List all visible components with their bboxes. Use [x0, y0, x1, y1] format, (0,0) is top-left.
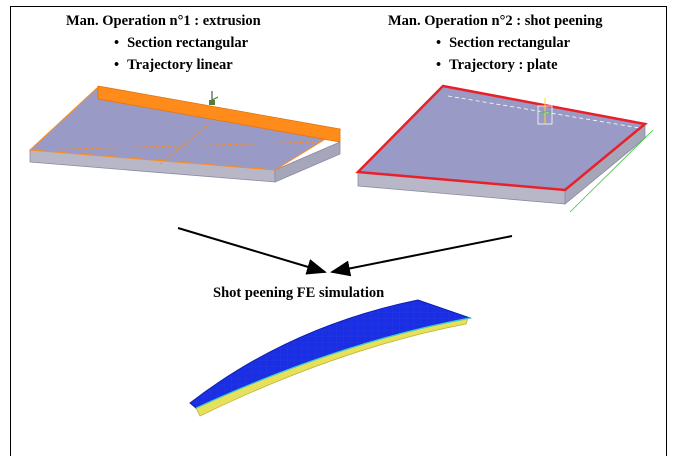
operation2-caption: Man. Operation n°2 : shot peening Sectio…: [388, 10, 602, 76]
operation1-bullet-trajectory: Trajectory linear: [66, 54, 261, 76]
peening-trajectory-line: [447, 95, 641, 129]
arrow-from-extrusion: [177, 227, 327, 275]
extrusion-center-line: [159, 121, 213, 165]
operation1-title: Man. Operation n°1 : extrusion: [66, 13, 261, 29]
simulation-caption: Shot peening FE simulation: [213, 285, 385, 301]
extrusion-band: [97, 85, 341, 143]
operation1-caption: Man. Operation n°1 : extrusion Section r…: [66, 10, 261, 76]
peening-plate: [355, 84, 654, 213]
operation2-title: Man. Operation n°2 : shot peening: [388, 13, 603, 29]
peening-dimension-line: [569, 129, 654, 213]
extrusion-trajectory-line: [35, 141, 321, 151]
peening-plate-top: [355, 84, 648, 192]
operation1-bullet-section: Section rectangular: [66, 32, 261, 54]
operation2-bullet-trajectory: Trajectory : plate: [388, 54, 602, 76]
peening-tool-marker: [537, 98, 553, 125]
operation2-bullet-section: Section rectangular: [388, 32, 602, 54]
mesh-edge-highlight: [195, 317, 471, 409]
extrusion-plate-side-right: [274, 141, 341, 183]
figure-frame: [10, 6, 667, 456]
extrusion-plate: [28, 85, 342, 183]
extrusion-axis-marker: [209, 91, 219, 105]
fe-simulation-mesh: [189, 299, 472, 417]
arrow-from-peening: [330, 235, 513, 277]
